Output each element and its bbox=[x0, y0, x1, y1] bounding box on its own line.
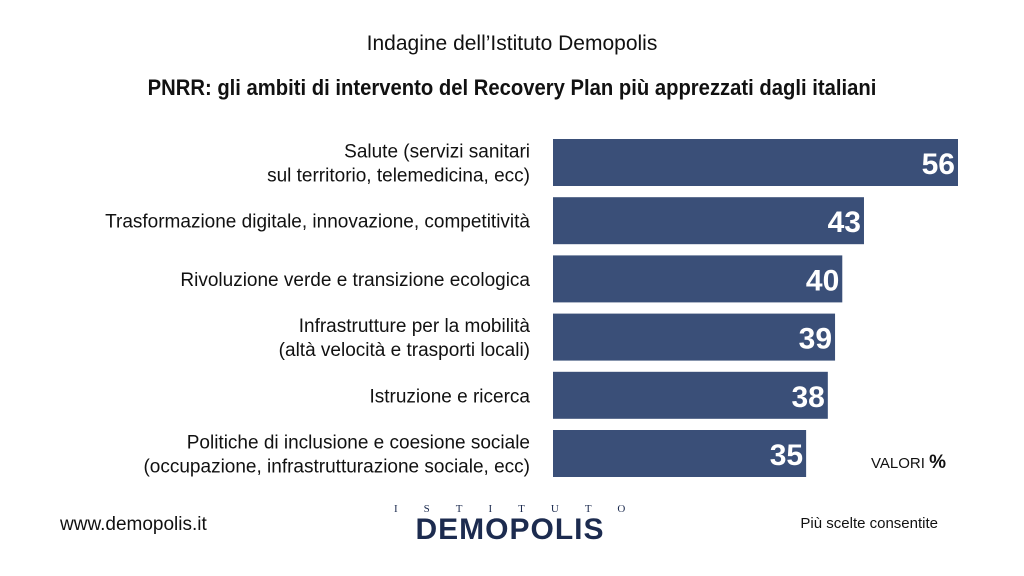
value-label-3: 39 bbox=[799, 323, 832, 356]
website-url[interactable]: www.demopolis.it bbox=[60, 514, 207, 535]
category-label-4-line-0: Istruzione e ricerca bbox=[369, 386, 530, 407]
category-label-5-line-0: Politiche di inclusione e coesione socia… bbox=[187, 433, 530, 454]
category-label-3-line-1: (altà velocità e trasporti locali) bbox=[279, 340, 530, 361]
unit-symbol: % bbox=[929, 452, 946, 473]
value-label-5: 35 bbox=[770, 439, 803, 472]
category-label-0-line-1: sul territorio, telemedicina, ecc) bbox=[267, 166, 530, 187]
footnote: Più scelte consentite bbox=[800, 515, 938, 532]
demopolis-logo: ISTITUTO DEMOPOLIS bbox=[380, 503, 640, 545]
category-label-1-line-0: Trasformazione digitale, innovazione, co… bbox=[105, 212, 530, 233]
value-label-4: 38 bbox=[791, 381, 824, 414]
category-label-3-line-0: Infrastrutture per la mobilità bbox=[299, 316, 531, 337]
bar-3 bbox=[553, 313, 836, 361]
value-label-0: 56 bbox=[922, 148, 955, 181]
category-label-0-line-0: Salute (servizi sanitari bbox=[344, 142, 530, 163]
logo-top-text: ISTITUTO bbox=[394, 503, 652, 515]
category-label-2-line-0: Rivoluzione verde e transizione ecologic… bbox=[180, 270, 530, 291]
chart-title: PNRR: gli ambiti di intervento del Recov… bbox=[147, 75, 877, 100]
chart-subtitle: Indagine dell’Istituto Demopolis bbox=[366, 32, 658, 55]
bar-1 bbox=[553, 197, 864, 245]
value-label-1: 43 bbox=[828, 206, 861, 239]
bar-2 bbox=[553, 255, 843, 303]
bar-5 bbox=[553, 430, 807, 477]
value-label-2: 40 bbox=[806, 264, 839, 297]
logo-main-text: DEMOPOLIS bbox=[415, 513, 605, 546]
unit-note: VALORI % bbox=[871, 452, 946, 474]
unit-label: VALORI bbox=[871, 455, 925, 472]
bar-4 bbox=[553, 371, 828, 419]
bar-0 bbox=[553, 139, 958, 186]
category-label-5-line-1: (occupazione, infrastrutturazione social… bbox=[143, 457, 530, 478]
